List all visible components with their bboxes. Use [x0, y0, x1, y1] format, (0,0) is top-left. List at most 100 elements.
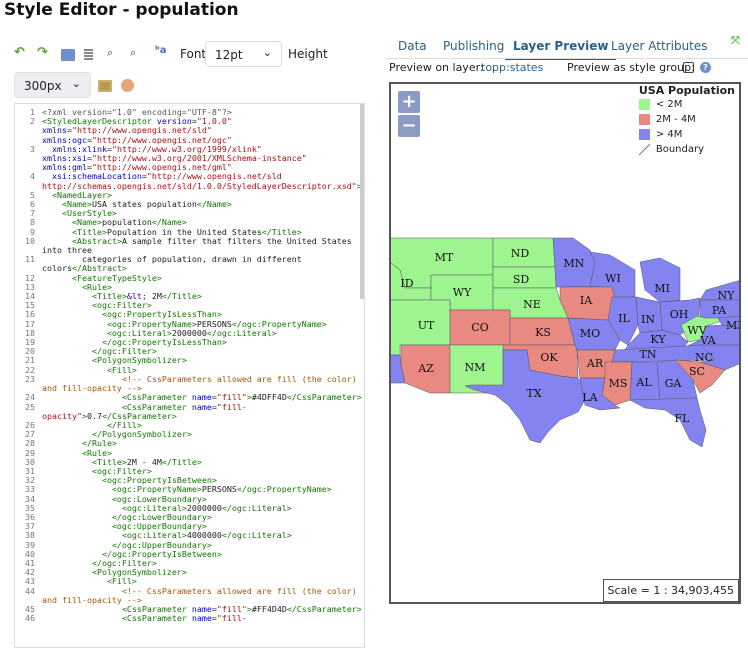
state-label: GA — [665, 377, 683, 390]
state-label: KS — [535, 326, 551, 339]
undo-icon[interactable]: ↶ — [14, 45, 25, 60]
code-line: 12 <FeatureTypeStyle> — [25, 273, 364, 283]
find-icon[interactable]: ⌕ — [107, 46, 114, 59]
code-line: 3 xmlns:xlink="http://www.w3.org/1999/xl… — [30, 144, 364, 173]
code-token: <CssParameter — [121, 603, 187, 614]
code-line: 30 <Title>2M - 4M</Title> — [25, 456, 364, 467]
line-number: 20 — [25, 346, 35, 357]
code-token: <PolygonSymbolizer> — [91, 567, 187, 578]
line-number: 36 — [25, 511, 35, 522]
code-token: <ogc:Literal> — [121, 530, 187, 541]
line-number: 39 — [25, 539, 35, 550]
image-icon[interactable] — [98, 80, 112, 92]
preview-layer-label: Preview on layer: — [389, 61, 484, 74]
replace-icon[interactable]: ᵇa — [155, 45, 167, 56]
code-token: <ogc:PropertyName> — [106, 318, 197, 329]
palette-icon[interactable] — [121, 79, 134, 92]
tab-layer-attributes[interactable]: Layer Attributes — [611, 39, 708, 53]
style-group-checkbox[interactable] — [683, 62, 694, 73]
reformat-icon[interactable] — [84, 49, 93, 61]
state-label: WI — [605, 272, 621, 285]
state-label: AL — [635, 376, 652, 389]
height-select[interactable]: 300px ⌄ — [14, 72, 91, 98]
fullscreen-icon[interactable]: ⤧ — [731, 34, 740, 47]
state-la — [579, 377, 621, 411]
line-number: 27 — [25, 429, 35, 440]
line-number: 13 — [25, 281, 35, 292]
legend-item-low: < 2M — [638, 97, 735, 112]
state-label: MS — [609, 377, 628, 390]
code-token: "fill-opacity" — [42, 401, 247, 421]
chevron-down-icon: ⌄ — [71, 77, 81, 90]
state-label: WV — [687, 324, 707, 337]
code-token: <ogc:PropertyIsBetween> — [101, 475, 217, 486]
state-label: WY — [453, 286, 472, 299]
find-replace-icon[interactable]: ⌕ — [130, 46, 137, 59]
code-line: 44 <!-- CssParameters allowed are fill (… — [25, 586, 364, 605]
state-label: CO — [471, 321, 488, 334]
code-editor[interactable]: 1 <?xml version="1.0" encoding="UTF-8"?> 2… — [14, 103, 365, 648]
code-token: name — [191, 401, 212, 412]
line-number: 43 — [25, 576, 35, 587]
code-line: 32 <ogc:PropertyIsBetween> — [25, 475, 364, 486]
map-preview[interactable]: MT ND ID WY SD NE MN WI MI IA IL IN OH NY PA UT CO KS MO WV… — [389, 82, 741, 604]
legend-item-mid: 2M - 4M — [638, 112, 735, 127]
code-token: </ogc:PropertyIsLessThan> — [101, 337, 227, 348]
page-title: Style Editor - population — [4, 0, 239, 20]
code-token: </CssParameter> — [286, 392, 362, 403]
code-token: </Title> — [161, 456, 202, 467]
help-icon[interactable]: ? — [700, 62, 711, 73]
code-token: USA states population — [91, 199, 197, 210]
line-number: 28 — [25, 438, 35, 449]
line-number: 17 — [25, 318, 35, 329]
code-token: = — [211, 401, 217, 412]
line-number: 25 — [25, 401, 35, 412]
line-number: 19 — [25, 337, 35, 348]
redo-icon[interactable]: ↷ — [37, 45, 48, 60]
code-token: <Name> — [61, 199, 92, 210]
code-token: "http://www.opengis.net/gml" — [91, 162, 232, 173]
code-token: <Fill> — [106, 576, 137, 587]
tab-layer-preview[interactable]: Layer Preview — [505, 39, 617, 60]
state-md — [717, 315, 739, 328]
code-line: 35 <ogc:Literal>2000000</ogc:Literal> — [25, 503, 364, 513]
editor-scrollbar[interactable] — [360, 104, 364, 299]
code-token: <ogc:Literal> — [106, 327, 172, 338]
code-line: 19 </ogc:PropertyIsLessThan> — [25, 337, 364, 348]
code-token: </PolygonSymbolizer> — [91, 429, 192, 440]
preview-layer-link[interactable]: topp:states — [481, 61, 544, 74]
tab-data[interactable]: Data — [398, 39, 427, 53]
tab-publishing[interactable]: Publishing — [443, 39, 505, 53]
line-number: 4 — [30, 171, 35, 182]
state-label: NM — [465, 361, 486, 374]
code-line: 4 xsi:schemaLocation="http://www.opengis… — [30, 171, 364, 191]
state-label: IA — [580, 294, 593, 307]
code-token: "fill" — [216, 392, 247, 403]
code-token: <UserStyle> — [61, 208, 117, 219]
state-fl — [629, 397, 707, 448]
legend-item-high: > 4M — [638, 127, 735, 142]
code-token — [307, 153, 312, 163]
go-to-line-icon[interactable] — [61, 49, 75, 61]
zoom-out-button[interactable]: − — [398, 115, 420, 137]
line-number: 32 — [25, 475, 35, 486]
code-token: = — [86, 153, 92, 164]
code-token: xsi:schemaLocation — [52, 171, 142, 182]
font-size-select[interactable]: 12pt ⌄ — [205, 41, 282, 67]
line-number: 21 — [25, 355, 35, 366]
line-number: 33 — [25, 484, 35, 495]
code-token: <Title> — [91, 456, 127, 467]
code-token: = — [141, 171, 147, 182]
code-line: 37 <ogc:UpperBoundary> — [25, 521, 364, 531]
code-line: 42 <PolygonSymbolizer> — [25, 567, 364, 578]
line-number: 26 — [25, 419, 35, 430]
zoom-in-button[interactable]: + — [398, 91, 420, 113]
code-line: 22 <Fill> — [25, 365, 364, 375]
state-label: ND — [511, 247, 530, 260]
code-content[interactable]: 1 <?xml version="1.0" encoding="UTF-8"?> 2… — [25, 107, 364, 623]
state-pa — [699, 299, 739, 321]
code-token: = — [211, 392, 217, 403]
code-token: #4DFF4D — [251, 392, 287, 403]
code-token: "fill" — [216, 603, 247, 614]
code-token: = — [66, 125, 72, 136]
